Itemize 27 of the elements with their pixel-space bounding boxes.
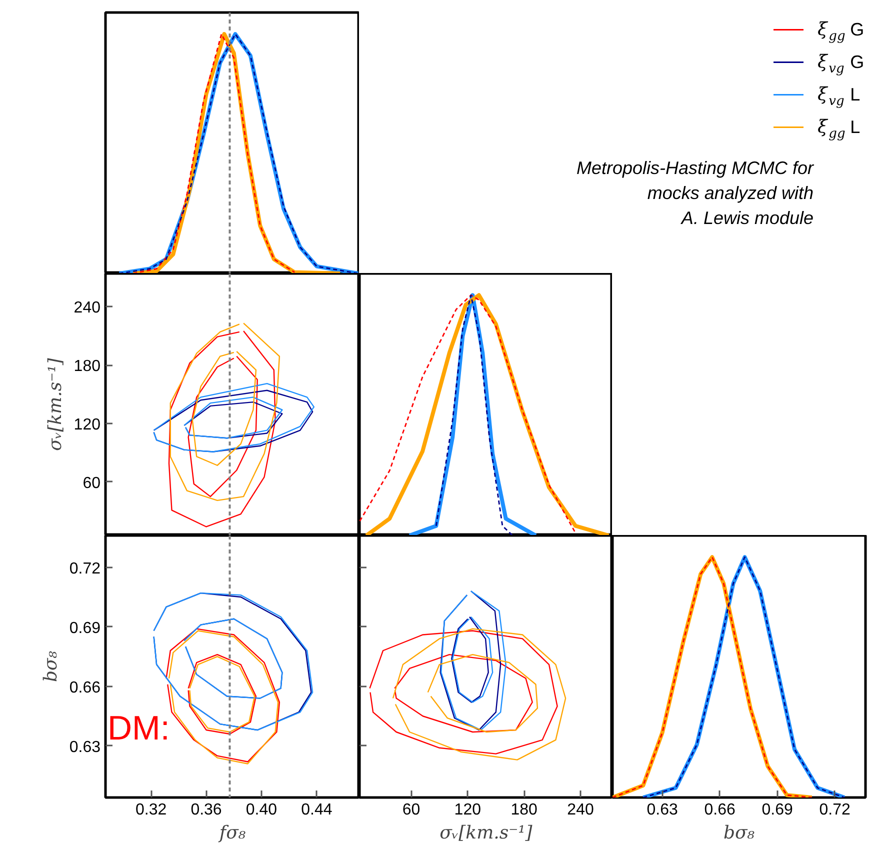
x-tick-label: 0.44 xyxy=(301,802,332,818)
y-tick-label: 0.63 xyxy=(69,738,101,756)
y-tick-label: 180 xyxy=(74,358,101,376)
x-tick-label: 180 xyxy=(510,802,538,818)
x-tick-label: 0.72 xyxy=(819,802,851,818)
x-tick-label: 0.32 xyxy=(135,802,167,818)
x-axis-title: bσ₈ xyxy=(723,822,756,844)
y-tick-label: 0.69 xyxy=(69,620,101,637)
y-tick-label: 60 xyxy=(82,474,101,492)
y-tick-label: 0.72 xyxy=(69,560,101,578)
x-axis-title: fσ₈ xyxy=(217,822,246,844)
x-tick-label: 0.69 xyxy=(762,802,794,818)
annotation: DM: xyxy=(108,710,170,748)
x-tick-label: 0.40 xyxy=(246,802,278,818)
x-tick-label: 0.66 xyxy=(704,802,736,818)
text: Metropolis-Hasting MCMC for mocks analyzed with A. Lewis module xyxy=(576,158,815,228)
x-tick-label: 120 xyxy=(454,802,482,818)
x-tick-label: 0.36 xyxy=(190,802,222,818)
y-tick-label: 120 xyxy=(74,416,101,434)
y-tick-label: 0.66 xyxy=(69,679,101,696)
y-axis-title: σᵥ[km.s⁻¹] xyxy=(44,357,66,451)
y-tick-label: 240 xyxy=(74,300,101,317)
x-tick-label: 240 xyxy=(567,802,594,818)
x-tick-label: 0.63 xyxy=(646,802,678,818)
x-tick-label: 60 xyxy=(402,802,420,818)
y-axis-title: bσ₈ xyxy=(40,650,62,682)
x-axis-title: σᵥ[km.s⁻¹] xyxy=(440,822,534,844)
